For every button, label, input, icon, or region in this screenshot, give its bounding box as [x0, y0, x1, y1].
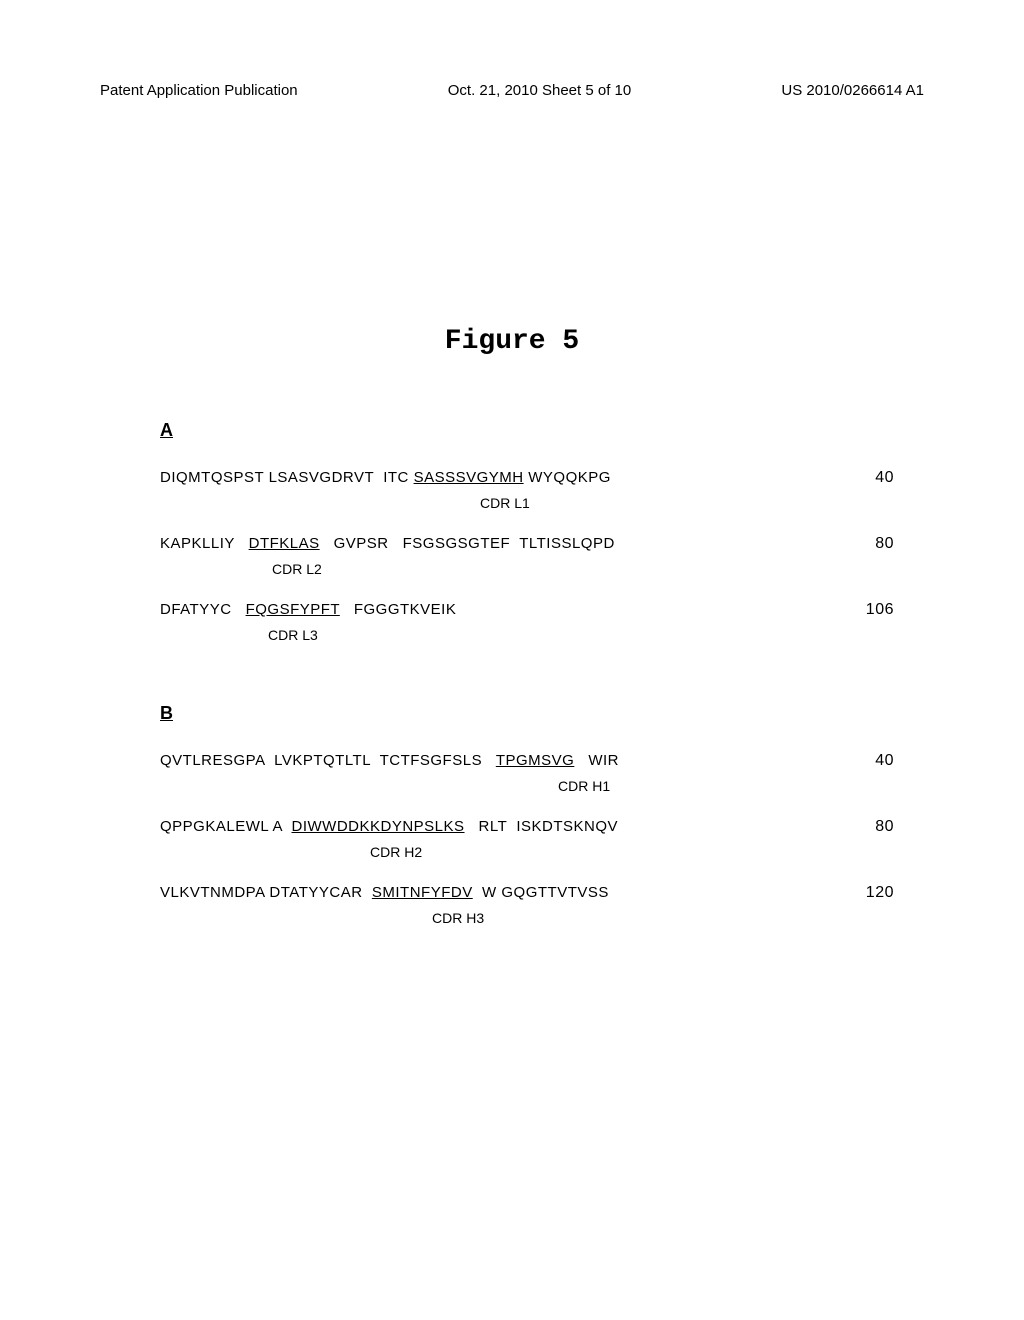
cdr-label: CDR H2 [370, 844, 894, 860]
sequence-segment: DIQMTQSPST LSASVGDRVT ITC [160, 469, 414, 486]
cdr-region: SASSSVGYMH [414, 469, 524, 486]
cdr-label: CDR L1 [480, 495, 894, 511]
cdr-region: TPGMSVG [496, 752, 575, 769]
sequence-line: QPPGKALEWL A DIWWDDKKDYNPSLKS RLT ISKDTS… [160, 818, 894, 836]
sequence-line: DIQMTQSPST LSASVGDRVT ITC SASSSVGYMH WYQ… [160, 469, 894, 487]
sequence-segment: QVTLRESGPA LVKPTQTLTL TCTFSGFSLS [160, 752, 496, 769]
header-right: US 2010/0266614 A1 [781, 82, 924, 99]
section-a-row: DIQMTQSPST LSASVGDRVT ITC SASSSVGYMH WYQ… [160, 469, 894, 511]
section-a-row: DFATYYC FQGSFYPFT FGGGTKVEIK106CDR L3 [160, 601, 894, 643]
section-a-label: A [160, 420, 894, 441]
sequence-line: QVTLRESGPA LVKPTQTLTL TCTFSGFSLS TPGMSVG… [160, 752, 894, 770]
sequence-segment: RLT ISKDTSKNQV [465, 818, 618, 835]
sequence-segment: WIR [574, 752, 619, 769]
cdr-label: CDR H3 [432, 910, 894, 926]
sequence-segment: FGGGTKVEIK [340, 601, 457, 618]
cdr-label: CDR H1 [558, 778, 894, 794]
section-b-row: QVTLRESGPA LVKPTQTLTL TCTFSGFSLS TPGMSVG… [160, 752, 894, 794]
sequence-line: DFATYYC FQGSFYPFT FGGGTKVEIK106 [160, 601, 894, 619]
sequence-segment: GVPSR FSGSGSGTEF TLTISSLQPD [320, 535, 615, 552]
sequence-text: KAPKLLIY DTFKLAS GVPSR FSGSGSGTEF TLTISS… [160, 535, 844, 552]
sequence-text: DFATYYC FQGSFYPFT FGGGTKVEIK [160, 601, 844, 618]
cdr-region: DTFKLAS [249, 535, 320, 552]
sequence-text: QVTLRESGPA LVKPTQTLTL TCTFSGFSLS TPGMSVG… [160, 752, 844, 769]
sequence-position-number: 120 [844, 884, 894, 902]
sequence-text: DIQMTQSPST LSASVGDRVT ITC SASSSVGYMH WYQ… [160, 469, 844, 486]
page-header: Patent Application Publication Oct. 21, … [100, 82, 924, 99]
cdr-region: FQGSFYPFT [246, 601, 340, 618]
sequence-position-number: 80 [844, 818, 894, 836]
sequence-line: KAPKLLIY DTFKLAS GVPSR FSGSGSGTEF TLTISS… [160, 535, 894, 553]
sequence-segment: QPPGKALEWL A [160, 818, 292, 835]
figure-title: Figure 5 [0, 326, 1024, 357]
sequence-segment: DFATYYC [160, 601, 246, 618]
sequence-position-number: 40 [844, 752, 894, 770]
section-b-label: B [160, 703, 894, 724]
sequence-segment: WYQQKPG [524, 469, 611, 486]
sequence-position-number: 80 [844, 535, 894, 553]
section-a-row: KAPKLLIY DTFKLAS GVPSR FSGSGSGTEF TLTISS… [160, 535, 894, 577]
sequence-segment: VLKVTNMDPA DTATYYCAR [160, 884, 372, 901]
cdr-region: SMITNFYFDV [372, 884, 473, 901]
sequence-segment: W GQGTTVTVSS [473, 884, 609, 901]
cdr-region: DIWWDDKKDYNPSLKS [292, 818, 465, 835]
sequence-text: QPPGKALEWL A DIWWDDKKDYNPSLKS RLT ISKDTS… [160, 818, 844, 835]
sequence-position-number: 106 [844, 601, 894, 619]
cdr-label: CDR L2 [272, 561, 894, 577]
figure-content: A DIQMTQSPST LSASVGDRVT ITC SASSSVGYMH W… [160, 420, 894, 950]
sequence-line: VLKVTNMDPA DTATYYCAR SMITNFYFDV W GQGTTV… [160, 884, 894, 902]
section-a: A DIQMTQSPST LSASVGDRVT ITC SASSSVGYMH W… [160, 420, 894, 643]
section-b-row: VLKVTNMDPA DTATYYCAR SMITNFYFDV W GQGTTV… [160, 884, 894, 926]
cdr-label: CDR L3 [268, 627, 894, 643]
sequence-text: VLKVTNMDPA DTATYYCAR SMITNFYFDV W GQGTTV… [160, 884, 844, 901]
header-center: Oct. 21, 2010 Sheet 5 of 10 [448, 82, 631, 99]
sequence-segment: KAPKLLIY [160, 535, 249, 552]
section-b-row: QPPGKALEWL A DIWWDDKKDYNPSLKS RLT ISKDTS… [160, 818, 894, 860]
header-left: Patent Application Publication [100, 82, 298, 99]
sequence-position-number: 40 [844, 469, 894, 487]
section-b: B QVTLRESGPA LVKPTQTLTL TCTFSGFSLS TPGMS… [160, 703, 894, 926]
